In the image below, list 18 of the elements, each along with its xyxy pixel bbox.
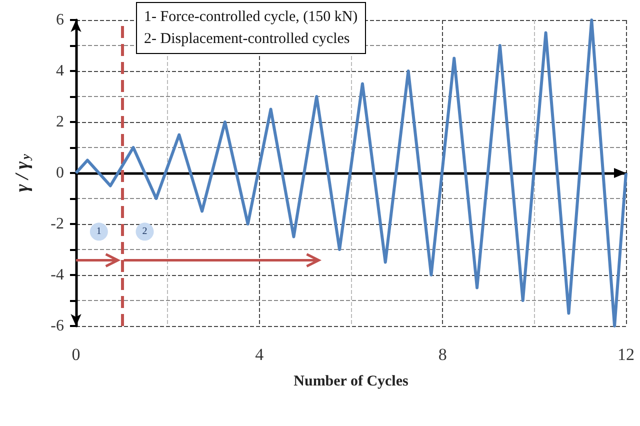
annotation: 2 <box>142 226 148 238</box>
y-tick-label: 0 <box>56 164 64 182</box>
x-tick-label: 12 <box>618 345 634 364</box>
y-tick-label: 6 <box>56 12 64 28</box>
y-tick-label: -2 <box>50 216 64 232</box>
x-tick-label: 4 <box>255 345 264 364</box>
y-tick-label: 4 <box>56 62 64 80</box>
x-axis-title: Number of Cycles <box>294 374 409 390</box>
note-box: 1- Force-controlled cycle, (150 kN) 2- Displacement-controlled cycles <box>136 2 366 54</box>
x-tick-label: 0 <box>72 345 80 364</box>
y-axis-title: γ / γy <box>12 153 33 192</box>
y-tick-label: -6 <box>50 318 64 334</box>
y-tick-label: 2 <box>56 114 64 130</box>
y-tick-label: -4 <box>50 266 64 284</box>
annotation: 1 <box>96 226 102 238</box>
annotation: 1- Force-controlled cycle, (150 kN) <box>144 8 358 27</box>
x-tick-label: 8 <box>438 345 447 364</box>
annotation: 2- Displacement-controlled cycles <box>144 30 351 49</box>
